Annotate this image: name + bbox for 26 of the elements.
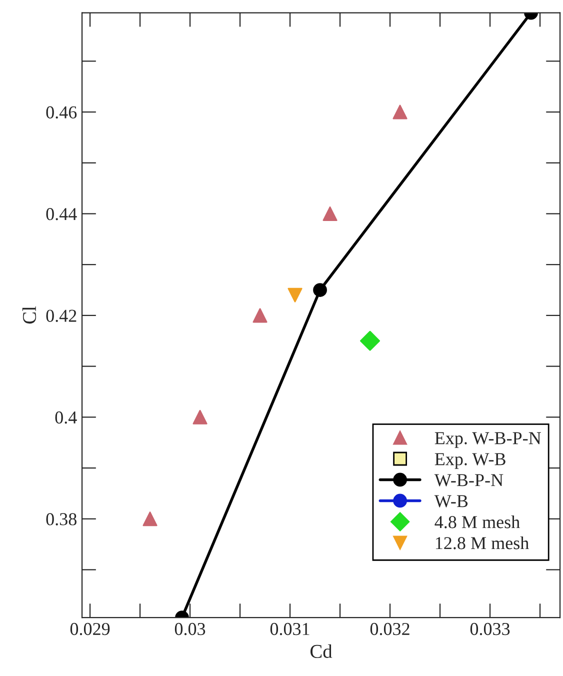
- y-tick-label: 0.42: [46, 310, 76, 322]
- y-tick-label: 0.44: [46, 208, 77, 220]
- legend-label: W-B: [434, 495, 468, 508]
- legend-label: W-B-P-N: [434, 474, 504, 486]
- legend-label: 12.8 M mesh: [436, 536, 529, 550]
- y-tick-label: 0.46: [46, 106, 77, 119]
- legend-label: 4.8 M mesh: [434, 516, 520, 528]
- point: [252, 308, 268, 323]
- point: [392, 104, 408, 120]
- x-tick-label: 0.03: [174, 622, 206, 636]
- point: [288, 288, 302, 302]
- legend-label: Exp. W-B: [434, 453, 506, 469]
- point: [313, 283, 327, 297]
- point: [360, 330, 380, 351]
- x-tick-label: 0.031: [270, 622, 310, 636]
- y-axis-title: Cl: [22, 306, 36, 324]
- point: [322, 206, 338, 222]
- x-tick-label: 0.033: [470, 622, 510, 636]
- y-tick-label: 0.38: [46, 513, 76, 526]
- legend-label: Exp. W-B-P-N: [434, 432, 541, 448]
- x-tick-label: 0.029: [70, 622, 110, 636]
- point: [192, 410, 208, 424]
- x-tick-label: 0.032: [370, 622, 410, 636]
- y-tick-label: 0.4: [55, 411, 77, 424]
- point: [142, 512, 158, 526]
- x-axis-title: Cd: [310, 644, 332, 658]
